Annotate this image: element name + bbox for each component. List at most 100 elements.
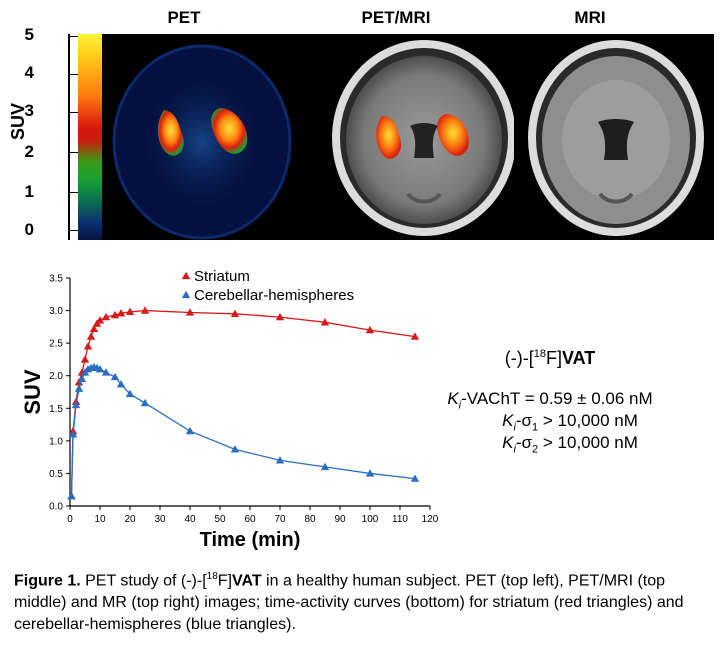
data-point bbox=[230, 309, 240, 317]
data-point bbox=[110, 372, 120, 381]
colorbar-axis bbox=[68, 34, 70, 240]
x-tick-label: 20 bbox=[124, 514, 136, 525]
data-point bbox=[77, 374, 87, 383]
data-point bbox=[68, 430, 78, 438]
time-activity-chart: 0.0 0.5 1.0 1.5 2.0 2.5 3.0 3.5 0 10 20 30 40 50 60 70 8… bbox=[20, 268, 439, 551]
data-point bbox=[116, 308, 126, 317]
data-point bbox=[125, 307, 135, 316]
data-point bbox=[67, 492, 76, 500]
ki-i: i bbox=[513, 443, 516, 456]
data-point bbox=[74, 384, 84, 392]
caption-isotope: 18 bbox=[206, 571, 218, 582]
compound-isotope: 18 bbox=[533, 348, 546, 360]
data-point bbox=[230, 445, 240, 453]
data-point bbox=[185, 308, 195, 316]
legend-marker bbox=[181, 271, 191, 280]
y-tick-label: 2.5 bbox=[49, 339, 63, 350]
ki-i: i bbox=[513, 421, 516, 434]
petmri-image bbox=[316, 34, 530, 240]
colorbar-tick: 2 bbox=[24, 142, 34, 161]
caption-text-3: in a healthy human subject. PET (top lef… bbox=[14, 572, 684, 634]
x-tick-label: 10 bbox=[94, 514, 106, 525]
colorbar-tick: 3 bbox=[24, 101, 34, 120]
sigma: -σ bbox=[515, 433, 533, 452]
data-point bbox=[116, 379, 126, 388]
data-point bbox=[71, 400, 81, 409]
ki-i: i bbox=[458, 399, 462, 412]
colorbar-tick: 0 bbox=[24, 220, 34, 239]
x-tick-label: 50 bbox=[214, 514, 226, 525]
ki-k: K bbox=[502, 433, 514, 452]
data-point bbox=[83, 342, 93, 350]
data-point bbox=[86, 332, 96, 340]
figure-caption: Figure 1. PET study of (-)-[18F]VAT in a… bbox=[14, 566, 704, 636]
pet-image bbox=[102, 34, 316, 240]
x-tick-label: 30 bbox=[154, 514, 166, 525]
affinity-vacht: -VAChT = 0.59 ± 0.06 nM bbox=[461, 389, 653, 408]
caption-text-1: PET study of (-)-[ bbox=[80, 572, 207, 590]
series-line-striatum bbox=[70, 309, 416, 497]
legend-label: Striatum bbox=[194, 268, 250, 285]
data-point bbox=[320, 462, 330, 471]
mri-title: MRI bbox=[574, 8, 606, 27]
compound-title: (-)-[18F]VAT bbox=[400, 348, 700, 369]
affinity-sigma1: > 10,000 nM bbox=[538, 411, 638, 430]
pet-title: PET bbox=[167, 8, 201, 27]
data-point bbox=[110, 310, 120, 319]
y-tick-label: 3.5 bbox=[49, 274, 63, 285]
caption-text-2: F] bbox=[217, 572, 232, 590]
data-point bbox=[185, 426, 195, 435]
caption-compound: VAT bbox=[231, 572, 262, 590]
data-point bbox=[410, 332, 420, 340]
x-axis-label: Time (min) bbox=[200, 529, 301, 551]
colorbar-tick: 1 bbox=[24, 182, 34, 201]
x-tick-label: 90 bbox=[334, 514, 346, 525]
compound-prefix: (-)-[ bbox=[504, 348, 534, 368]
legend-label: Cerebellar-hemispheres bbox=[194, 287, 354, 304]
petmri-title: PET/MRI bbox=[361, 8, 431, 27]
sigma-sub: 2 bbox=[532, 443, 539, 456]
y-tick-label: 0.0 bbox=[49, 502, 63, 513]
y-axis-label: SUV bbox=[20, 369, 45, 415]
colorbar-tick: 4 bbox=[24, 63, 34, 82]
ki-k: K bbox=[502, 411, 514, 430]
x-tick-label: 110 bbox=[392, 514, 408, 525]
data-point bbox=[80, 355, 90, 363]
y-tick-label: 2.0 bbox=[49, 371, 63, 382]
legend-marker bbox=[181, 290, 191, 299]
data-point bbox=[410, 474, 420, 482]
y-tick-label: 1.5 bbox=[49, 404, 63, 415]
ki-k: K bbox=[447, 389, 459, 408]
affinity-line-sigma1: Ki-σ1 > 10,000 nM bbox=[420, 411, 720, 433]
data-point bbox=[89, 324, 99, 332]
compound-name: VAT bbox=[561, 348, 596, 368]
data-point bbox=[101, 368, 111, 376]
y-tick-label: 1.0 bbox=[49, 436, 63, 447]
suv-colorbar bbox=[78, 34, 102, 240]
affinity-sigma2: > 10,000 nM bbox=[538, 433, 638, 452]
data-point bbox=[101, 312, 111, 321]
sigma-sub: 1 bbox=[532, 421, 539, 434]
x-tick-label: 100 bbox=[362, 514, 379, 525]
sigma: -σ bbox=[515, 411, 533, 430]
data-point bbox=[275, 312, 285, 321]
compound-mid: F] bbox=[545, 348, 562, 368]
data-point bbox=[365, 325, 375, 334]
data-point bbox=[320, 318, 330, 326]
y-tick-label: 3.0 bbox=[49, 306, 63, 317]
x-tick-label: 70 bbox=[274, 514, 286, 525]
y-tick-label: 0.5 bbox=[49, 469, 63, 480]
x-tick-label: 120 bbox=[422, 514, 439, 525]
caption-label: Figure 1. bbox=[14, 572, 81, 590]
data-point bbox=[140, 306, 150, 314]
data-point bbox=[125, 389, 135, 398]
data-point bbox=[275, 456, 285, 464]
x-tick-label: 0 bbox=[67, 514, 73, 525]
data-point bbox=[365, 469, 375, 477]
data-point bbox=[140, 398, 150, 407]
x-tick-label: 40 bbox=[184, 514, 196, 525]
mri-image bbox=[514, 34, 714, 240]
data-point bbox=[95, 316, 105, 324]
colorbar-tick: 5 bbox=[24, 25, 34, 44]
data-point bbox=[95, 365, 105, 373]
